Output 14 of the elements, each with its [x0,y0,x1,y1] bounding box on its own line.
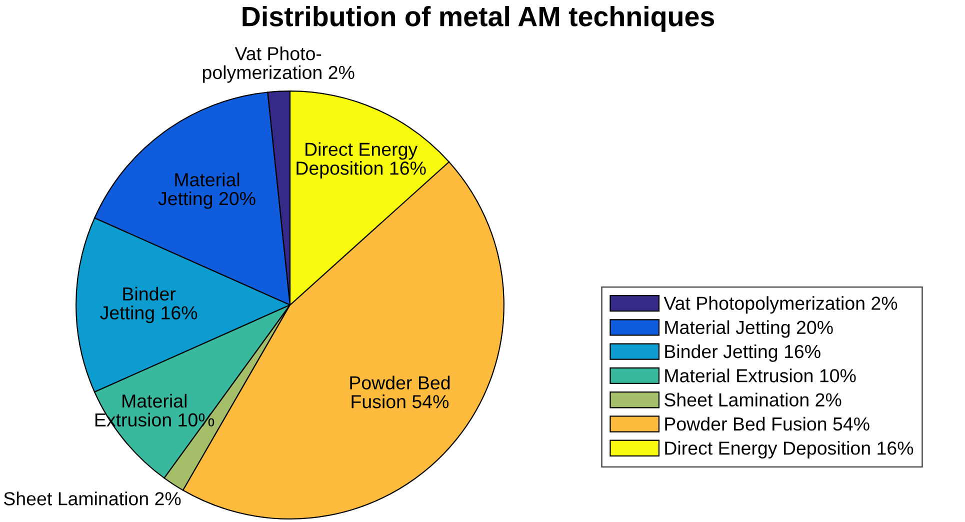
legend-label: Vat Photopolymerization 2% [664,296,898,314]
legend-label: Material Extrusion 10% [665,368,856,382]
legend-label: Binder Jetting 16% [665,344,820,362]
legend-label: Direct Energy Deposition 16% [665,441,914,458]
data-label: Direct Energy Deposition 16% [296,142,426,179]
legend-label: Powder Bed Fusion 54% [665,416,870,431]
data-label: Powder Bed Fusion 54% [350,376,450,408]
data-label: Binder Jetting 16% [100,286,198,324]
data-label: Vat Photo- polymerization 2% [202,46,354,83]
legend-label: Sheet Lamination 2% [664,392,842,407]
data-label: Material Jetting 20% [158,172,256,209]
chart-title: Distribution of metal AM techniques [242,6,714,32]
legend-label: Material Jetting 20% [665,320,833,338]
data-label: Sheet Lamination 2% [4,492,181,506]
